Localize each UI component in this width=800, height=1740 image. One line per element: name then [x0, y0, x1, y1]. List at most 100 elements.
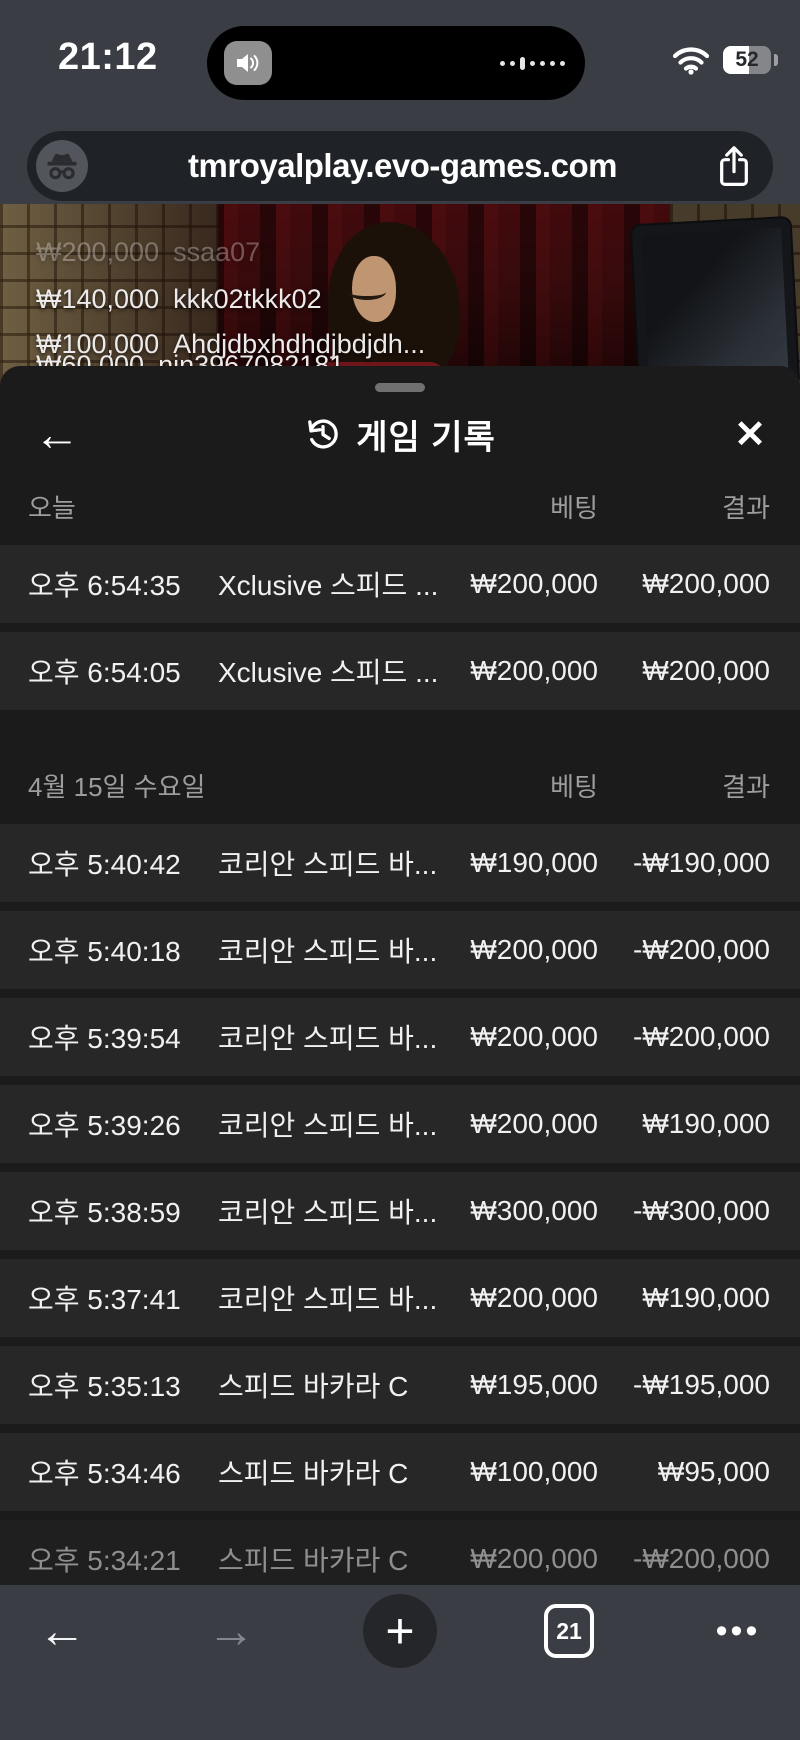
studio-monitor	[631, 217, 799, 390]
modal-back-button[interactable]: ←	[34, 404, 80, 464]
row-bet-amount: ₩195,000	[470, 1369, 598, 1400]
browser-menu-button[interactable]: •••	[700, 1593, 776, 1669]
bet-column-header: 베팅	[550, 493, 598, 523]
wifi-icon	[672, 47, 710, 75]
battery-nub	[774, 54, 778, 66]
chat-message: ₩140,000 kkk02tkkk02	[36, 284, 322, 315]
status-bar: 21:12 52	[0, 0, 800, 115]
browser-toolbar: ← → + 21 •••	[0, 1585, 800, 1740]
browser-forward-button[interactable]: →	[193, 1593, 269, 1669]
history-row[interactable]: 오후 6:54:35 Xclusive 스피드 ... ₩200,000 ₩200,0…	[0, 545, 800, 623]
row-game-name: 코리안 스피드 바...	[218, 1284, 438, 1315]
history-clock-icon	[308, 419, 338, 449]
row-bet-amount: ₩200,000	[470, 1108, 598, 1139]
row-time: 오후 5:39:26	[28, 1110, 181, 1141]
row-bet-amount: ₩190,000	[470, 847, 598, 878]
modal-title-wrap: 게임 기록	[304, 410, 496, 459]
row-game-name: 스피드 바카라 C	[218, 1458, 409, 1489]
row-time: 오후 6:54:35	[28, 570, 181, 601]
battery-indicator: 52	[723, 46, 771, 74]
history-row[interactable]: 오후 6:54:05 Xclusive 스피드 ... ₩200,000 ₩200,0…	[0, 632, 800, 710]
row-game-name: 코리안 스피드 바...	[218, 1023, 438, 1054]
row-time: 오후 5:37:41	[28, 1284, 181, 1315]
chat-message: ₩100,000 Ahdjdbxhdhdjbdjdh...	[36, 329, 425, 360]
row-time: 오후 5:34:21	[28, 1545, 181, 1576]
row-time: 오후 5:40:18	[28, 936, 181, 967]
address-bar[interactable]: tmroyalplay.evo-games.com	[27, 131, 773, 201]
row-result-amount: ₩95,000	[657, 1456, 770, 1487]
tab-switcher-button[interactable]: 21	[531, 1593, 607, 1669]
row-game-name: 코리안 스피드 바...	[218, 1110, 438, 1141]
row-bet-amount: ₩300,000	[470, 1195, 598, 1226]
new-tab-button[interactable]: +	[362, 1593, 438, 1669]
row-game-name: 코리안 스피드 바...	[218, 849, 438, 880]
modal-close-button[interactable]: ✕	[734, 404, 766, 464]
dealer-glasses	[348, 284, 386, 300]
section-header: 오늘 베팅 결과	[0, 464, 800, 545]
audio-activity-indicator	[500, 26, 565, 100]
bet-column-header: 베팅	[550, 772, 598, 802]
section-date-label: 4월 15일 수요일	[28, 772, 206, 802]
result-column-header: 결과	[722, 772, 770, 802]
history-row[interactable]: 오후 5:39:26 코리안 스피드 바... ₩200,000 ₩190,000	[0, 1085, 800, 1163]
browser-back-button[interactable]: ←	[24, 1593, 100, 1669]
section-header: 4월 15일 수요일 베팅 결과	[0, 719, 800, 824]
row-time: 오후 5:34:46	[28, 1458, 181, 1489]
history-list: 오늘 베팅 결과 오후 6:54:35 Xclusive 스피드 ... ₩200,000…	[0, 464, 800, 1585]
row-time: 오후 6:54:05	[28, 657, 181, 688]
modal-title: 게임 기록	[356, 418, 496, 457]
row-result-amount: ₩190,000	[642, 1108, 770, 1139]
row-game-name: 코리안 스피드 바...	[218, 936, 438, 967]
history-row[interactable]: 오후 5:37:41 코리안 스피드 바... ₩200,000 ₩190,000	[0, 1259, 800, 1337]
browser-url-row: tmroyalplay.evo-games.com	[0, 115, 800, 205]
row-game-name: 스피드 바카라 C	[218, 1545, 409, 1576]
battery-percent: 52	[735, 48, 759, 71]
chat-username: Ahdjdbxhdhdjbdjdh...	[173, 329, 426, 359]
row-game-name: 코리안 스피드 바...	[218, 1197, 438, 1228]
chat-amount: ₩140,000	[36, 284, 160, 314]
incognito-icon	[36, 140, 88, 192]
history-row[interactable]: 오후 5:34:21 스피드 바카라 C ₩200,000 -₩200,000	[0, 1520, 800, 1585]
row-time: 오후 5:35:13	[28, 1371, 181, 1402]
history-row[interactable]: 오후 5:35:13 스피드 바카라 C ₩195,000 -₩195,000	[0, 1346, 800, 1424]
history-row[interactable]: 오후 5:39:54 코리안 스피드 바... ₩200,000 -₩200,000	[0, 998, 800, 1076]
history-row[interactable]: 오후 5:40:42 코리안 스피드 바... ₩190,000 -₩190,000	[0, 824, 800, 902]
chat-message: ₩200,000 ssaa07	[36, 237, 260, 268]
speaker-icon	[224, 41, 272, 85]
row-result-amount: ₩190,000	[642, 1282, 770, 1313]
history-row[interactable]: 오후 5:40:18 코리안 스피드 바... ₩200,000 -₩200,000	[0, 911, 800, 989]
row-result-amount: -₩300,000	[633, 1195, 770, 1226]
plus-icon: +	[363, 1594, 437, 1668]
row-result-amount: -₩200,000	[633, 1543, 770, 1574]
status-indicators: 52	[672, 40, 778, 80]
row-bet-amount: ₩200,000	[470, 655, 598, 686]
row-game-name: Xclusive 스피드 ...	[218, 570, 439, 601]
row-result-amount: ₩200,000	[642, 568, 770, 599]
row-bet-amount: ₩100,000	[470, 1456, 598, 1487]
row-result-amount: -₩200,000	[633, 934, 770, 965]
dynamic-island[interactable]	[207, 26, 585, 100]
modal-header: ← 게임 기록 ✕	[0, 404, 800, 464]
row-bet-amount: ₩200,000	[470, 934, 598, 965]
row-result-amount: -₩195,000	[633, 1369, 770, 1400]
drag-handle[interactable]	[375, 383, 425, 392]
share-icon[interactable]	[717, 145, 751, 187]
history-row[interactable]: 오후 5:34:46 스피드 바카라 C ₩100,000 ₩95,000	[0, 1433, 800, 1511]
row-bet-amount: ₩200,000	[470, 1543, 598, 1574]
row-time: 오후 5:39:54	[28, 1023, 181, 1054]
game-history-modal: ← 게임 기록 ✕ 오늘 베팅 결과 오후 6:54:35 Xclusive 스피드 .…	[0, 366, 800, 1585]
row-bet-amount: ₩200,000	[470, 1282, 598, 1313]
row-bet-amount: ₩200,000	[470, 568, 598, 599]
row-result-amount: ₩200,000	[642, 655, 770, 686]
chat-amount: ₩200,000	[36, 237, 160, 267]
history-row[interactable]: 오후 5:38:59 코리안 스피드 바... ₩300,000 -₩300,000	[0, 1172, 800, 1250]
row-game-name: 스피드 바카라 C	[218, 1371, 409, 1402]
result-column-header: 결과	[722, 493, 770, 523]
live-stream-video[interactable]: ₩200,000 ssaa07 ₩140,000 kkk02tkkk02 ₩100,00…	[0, 204, 800, 390]
row-time: 오후 5:40:42	[28, 849, 181, 880]
clock: 21:12	[58, 36, 158, 78]
row-result-amount: -₩200,000	[633, 1021, 770, 1052]
row-result-amount: -₩190,000	[633, 847, 770, 878]
chat-username: ssaa07	[173, 237, 261, 267]
